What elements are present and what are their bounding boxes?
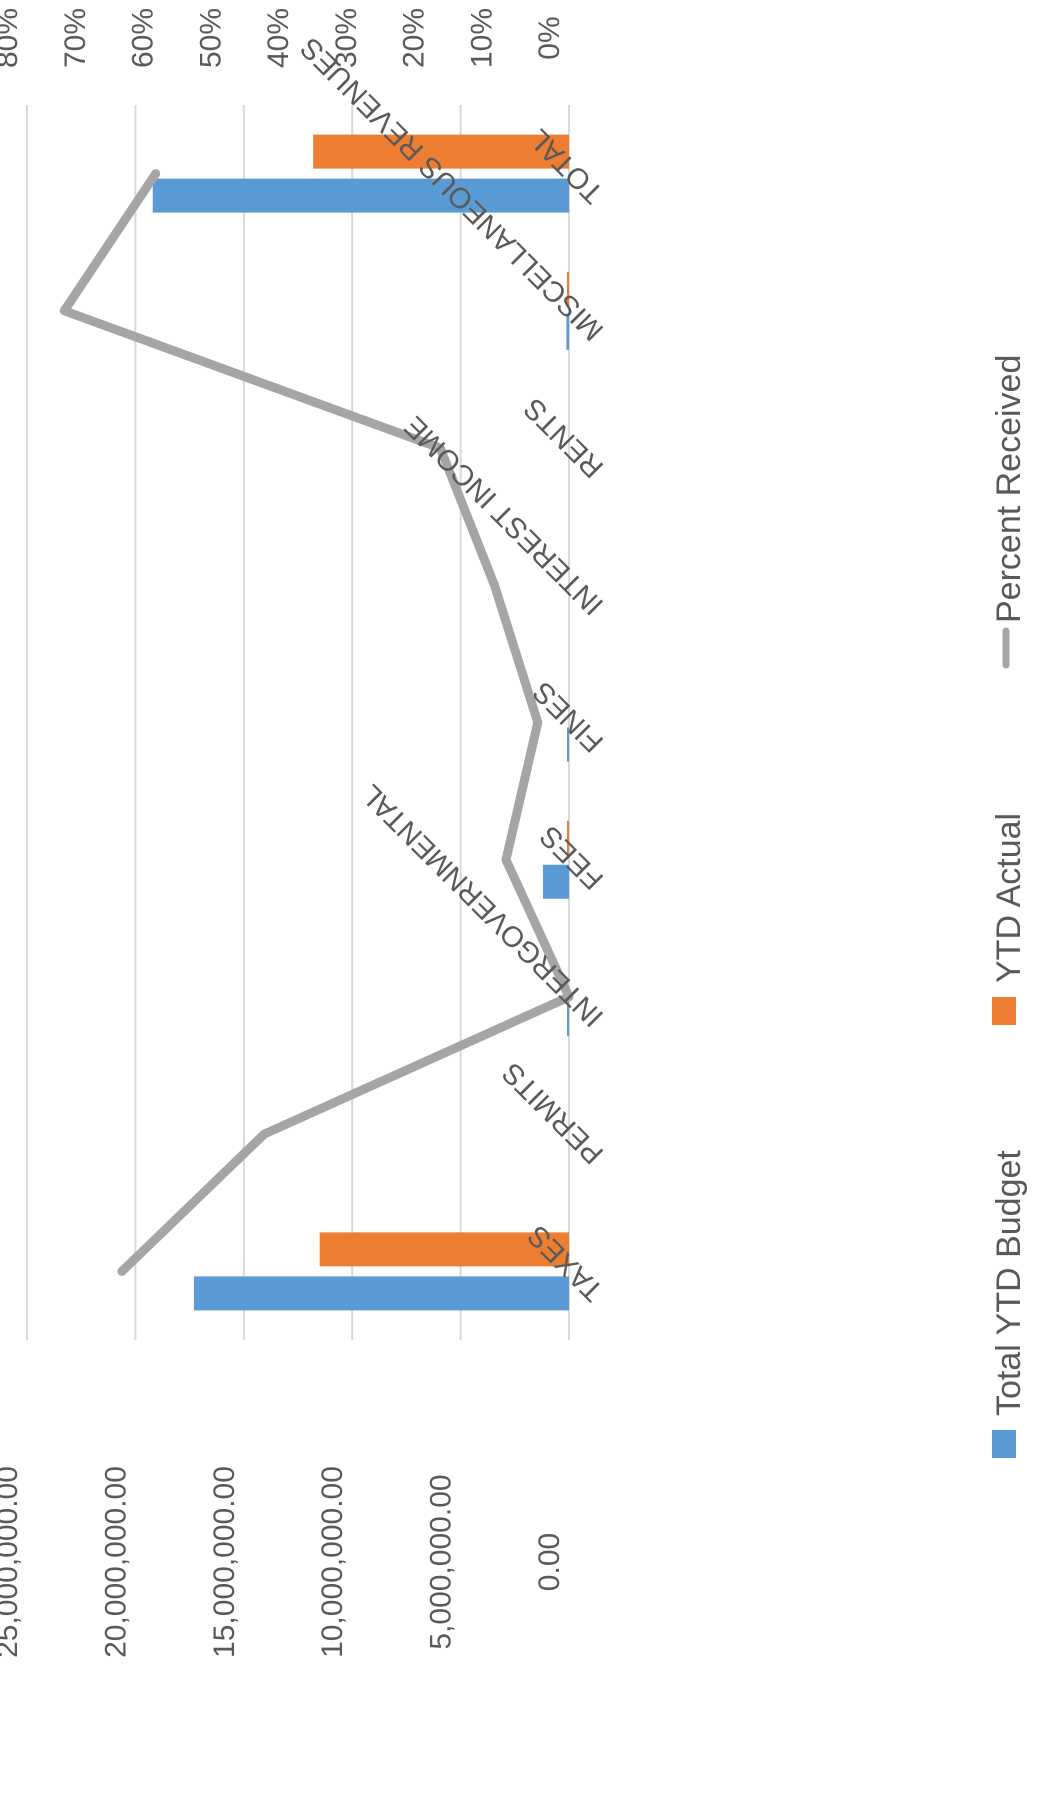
secondary-tick-label: 30%: [330, 8, 363, 68]
bar-total-ytd-budget-intergovernmental: [567, 1001, 569, 1036]
secondary-tick-label: 60%: [127, 8, 160, 68]
bar-total-ytd-budget-miscellaneous-revenues: [566, 315, 569, 350]
bar-ytd-actual-taxes: [319, 1232, 569, 1267]
primary-tick-label: 10,000,000.00: [316, 1466, 349, 1658]
secondary-tick-label: 20%: [398, 8, 431, 68]
bar-ytd-actual-total: [313, 134, 569, 169]
secondary-tick-label: 50%: [194, 8, 227, 68]
legend-label-total-ytd-budget: Total YTD Budget: [990, 1150, 1028, 1416]
percent-received-line-group: [59, 169, 574, 1276]
primary-axis-labels: 0.00 5,000,000.00 10,000,000.00 15,000,000.…: [0, 1466, 566, 1658]
category-label-intergovernmental: INTERGOVERNMENTAL: [355, 778, 610, 1033]
bar-total-ytd-budget-fines: [567, 727, 569, 762]
legend-swatch-ytd-actual: [992, 997, 1016, 1025]
secondary-tick-label: 0%: [533, 16, 566, 59]
line-percent-received: [59, 169, 574, 1276]
primary-tick-label: 5,000,000.00: [425, 1474, 458, 1649]
category-label-permits: PERMITS: [496, 1056, 610, 1170]
primary-tick-label: 25,000,000.00: [0, 1466, 24, 1658]
secondary-tick-label: 70%: [59, 8, 92, 68]
secondary-tick-label: 10%: [465, 8, 498, 68]
primary-tick-label: 15,000,000.00: [208, 1466, 241, 1658]
bars: [152, 134, 569, 1311]
category-labels: TAXESPERMITSINTERGOVERNMENTALFEESFINESIN…: [294, 31, 609, 1307]
legend-label-ytd-actual: YTD Actual: [990, 813, 1028, 983]
legend: Total YTD Budget YTD Actual Percent Receiv…: [990, 355, 1028, 1458]
bar-ytd-actual-miscellaneous-revenues: [567, 271, 569, 306]
primary-tick-label: 20,000,000.00: [99, 1466, 132, 1658]
category-label-rents: RENTS: [518, 392, 610, 484]
bar-total-ytd-budget-taxes: [193, 1276, 569, 1311]
secondary-tick-label: 40%: [262, 8, 295, 68]
primary-tick-label: 0.00: [533, 1533, 566, 1591]
legend-label-percent-received: Percent Received: [990, 355, 1028, 623]
secondary-tick-label: 80%: [0, 8, 24, 68]
bar-total-ytd-budget-total: [152, 178, 569, 213]
secondary-axis-labels: 0% 10% 20% 30% 40% 50% 60% 70% 80%: [0, 8, 566, 68]
bar-ytd-actual-fees: [567, 820, 569, 855]
legend-swatch-total-ytd-budget: [992, 1430, 1016, 1458]
bar-total-ytd-budget-fees: [542, 864, 569, 899]
grid-lines: [26, 105, 570, 1340]
